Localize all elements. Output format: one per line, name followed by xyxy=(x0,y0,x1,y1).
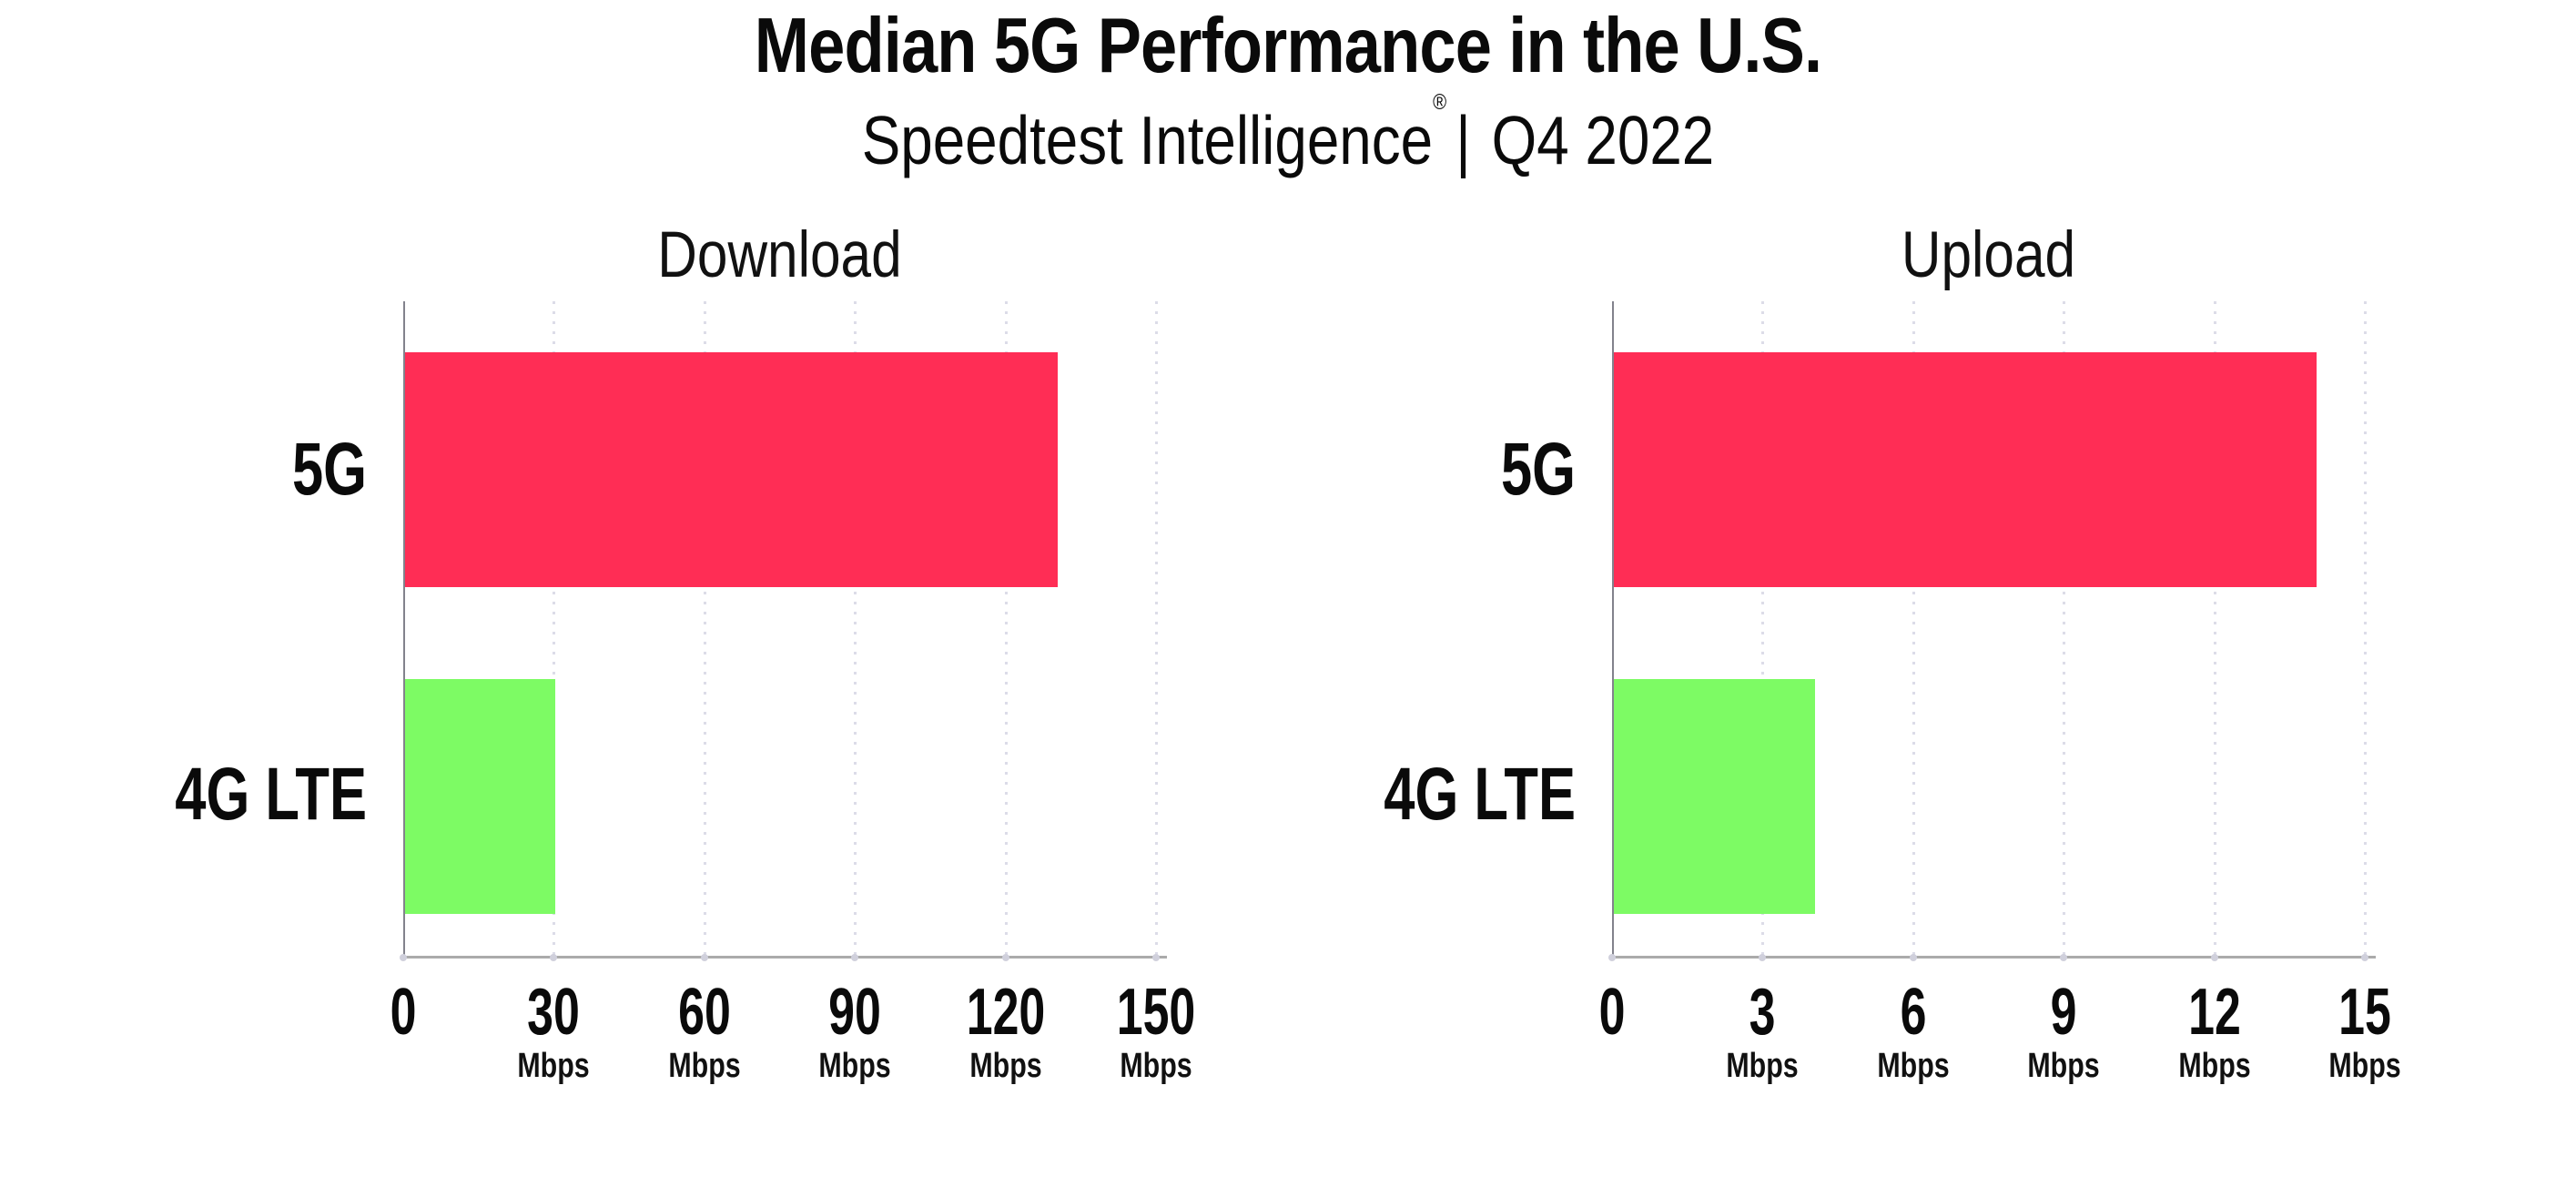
axis-tick-dot xyxy=(400,954,407,961)
bar-5g xyxy=(405,352,1058,587)
x-tick-unit-label: Mbps xyxy=(2027,1047,2100,1085)
category-label-5g: 5G xyxy=(1500,428,1576,511)
x-tick-label: 6 xyxy=(1900,976,1927,1049)
category-label-4g-lte: 4G LTE xyxy=(1384,753,1576,836)
x-tick-unit-label: Mbps xyxy=(969,1047,1042,1085)
axis-tick-dot xyxy=(1152,954,1160,961)
axis-tick-dot xyxy=(2361,954,2368,961)
x-tick-unit-label: Mbps xyxy=(1120,1047,1192,1085)
x-tick-unit-label: Mbps xyxy=(2177,1047,2251,1085)
x-tick-unit-label: Mbps xyxy=(1726,1047,1800,1085)
x-tick-label: 60 xyxy=(677,976,731,1049)
plot-area-upload: 0 3 Mbps 6 Mbps 9 Mbps 12 Mbps 15 Mbps xyxy=(1599,301,2401,1085)
x-axis-line xyxy=(1612,956,2376,959)
subtitle-brand: Speedtest Intelligence xyxy=(861,102,1434,178)
x-tick-unit-label: Mbps xyxy=(668,1047,741,1085)
category-label-4g-lte: 4G LTE xyxy=(175,753,367,836)
x-axis-line xyxy=(403,956,1167,959)
subtitle-period: Q4 2022 xyxy=(1491,102,1715,178)
axis-tick-dot xyxy=(1759,954,1767,961)
gridline-dotted xyxy=(703,301,706,955)
x-tick-label: 12 xyxy=(2187,976,2241,1049)
x-tick-label: 0 xyxy=(390,976,417,1049)
x-tick-label: 0 xyxy=(1598,976,1626,1049)
gridline-dotted xyxy=(1004,301,1008,955)
plot-area-download: 0 30 Mbps 60 Mbps 90 Mbps 120 Mbps 150 Mbps xyxy=(390,301,1195,1085)
x-tick-label: 120 xyxy=(966,976,1045,1049)
y-axis-line xyxy=(403,301,405,957)
axis-tick-dot xyxy=(1608,954,1616,961)
gridline-dotted xyxy=(1912,301,1915,955)
footer: SPEEDTEST™ OOKLA® xyxy=(0,1115,2576,1197)
axis-tick-dot xyxy=(700,954,708,961)
axis-tick-dot xyxy=(2060,954,2068,961)
x-tick-unit-label: Mbps xyxy=(2328,1047,2401,1085)
gridline-dotted xyxy=(1761,301,1765,955)
gridline-dotted xyxy=(2213,301,2216,955)
gridline-dotted xyxy=(2364,301,2367,955)
x-tick-label: 30 xyxy=(527,976,581,1049)
y-axis-line xyxy=(1612,301,1614,957)
axis-tick-dot xyxy=(2210,954,2218,961)
gridline-dotted xyxy=(553,301,556,955)
x-tick-label: 3 xyxy=(1749,976,1776,1049)
x-tick-label: 15 xyxy=(2338,976,2391,1049)
gridline-dotted xyxy=(2063,301,2066,955)
gridline-dotted xyxy=(1155,301,1158,955)
x-tick-unit-label: Mbps xyxy=(1877,1047,1950,1085)
subtitle: Speedtest Intelligence®| Q4 2022 xyxy=(193,89,2383,184)
x-tick-label: 9 xyxy=(2050,976,2077,1049)
axis-tick-dot xyxy=(550,954,558,961)
page-title: Median 5G Performance in the U.S. xyxy=(754,3,1822,89)
x-tick-label: 90 xyxy=(828,976,882,1049)
chart-title-download: Download xyxy=(657,219,902,291)
gridline-dotted xyxy=(854,301,857,955)
x-tick-label: 150 xyxy=(1116,976,1196,1049)
axis-tick-dot xyxy=(1001,954,1009,961)
registered-mark: ® xyxy=(1433,90,1452,115)
axis-tick-dot xyxy=(1909,954,1917,961)
x-tick-unit-label: Mbps xyxy=(517,1047,591,1085)
bar-4g-lte xyxy=(405,679,555,914)
category-label-5g: 5G xyxy=(291,428,367,511)
bar-5g xyxy=(1614,352,2317,587)
subtitle-separator: | xyxy=(1455,102,1471,178)
chart-title-upload: Upload xyxy=(1901,219,2076,291)
x-tick-unit-label: Mbps xyxy=(818,1047,891,1085)
axis-tick-dot xyxy=(851,954,859,961)
bar-4g-lte xyxy=(1614,679,1815,914)
